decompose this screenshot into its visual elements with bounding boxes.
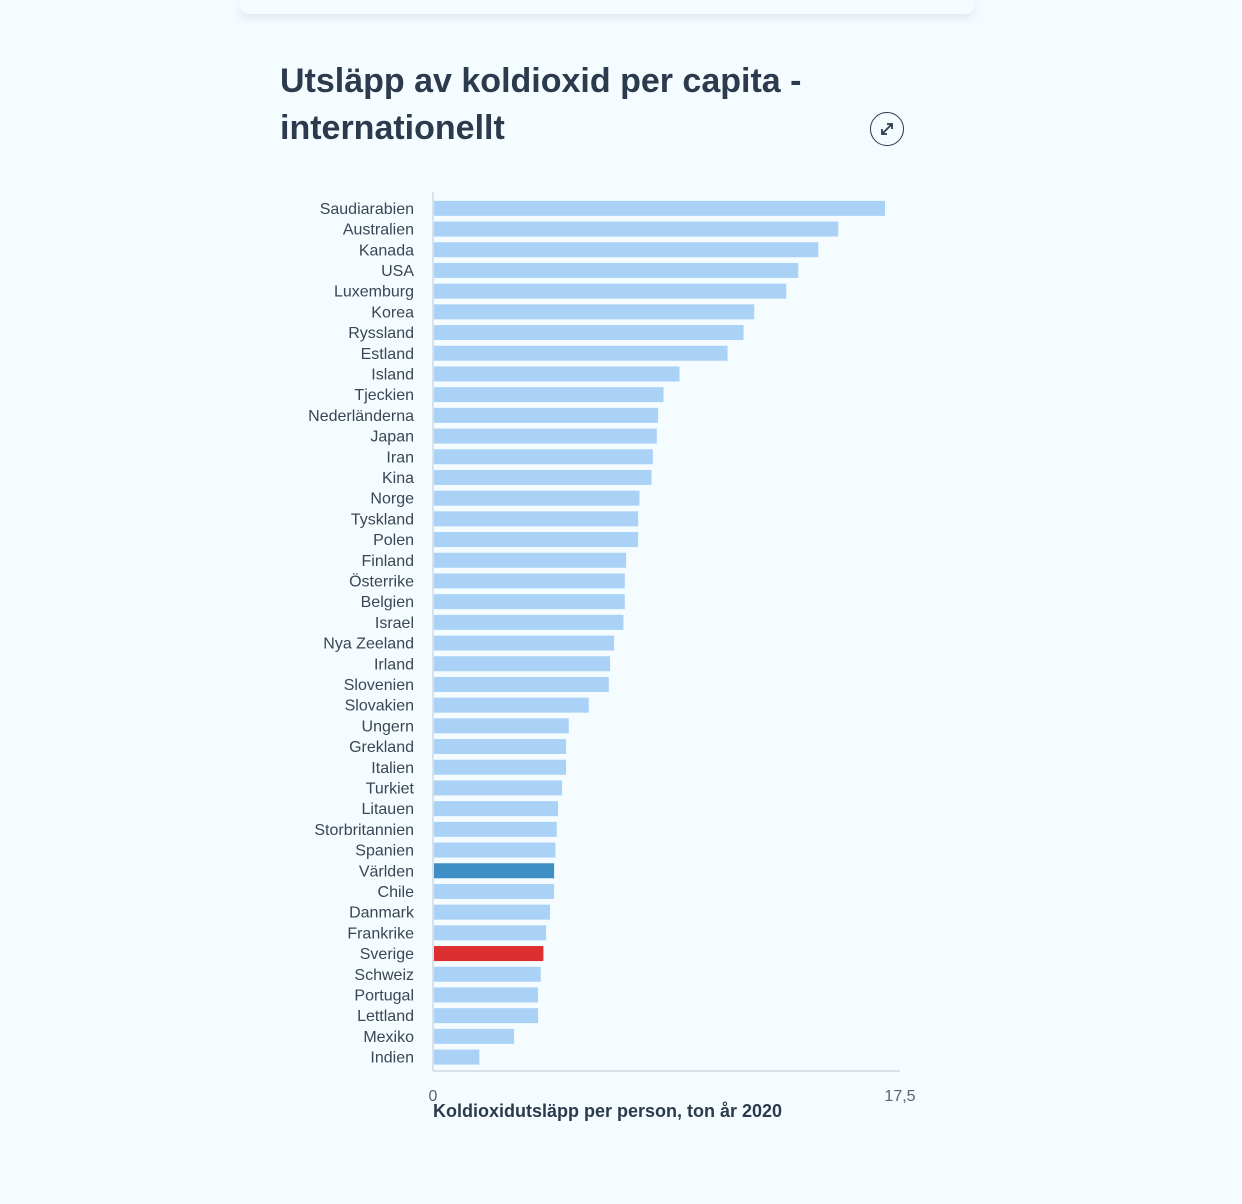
bar-polen [434, 532, 639, 548]
bar-portugal [434, 987, 539, 1003]
bar-usa [434, 262, 799, 278]
bar-italien [434, 759, 567, 775]
category-label-kanada: Kanada [359, 242, 414, 259]
bar-frankrike [434, 925, 547, 941]
bar-ryssland [434, 325, 744, 341]
x-tick-label-min: 0 [429, 1088, 438, 1105]
bar-irland [434, 656, 611, 672]
category-label-frankrike: Frankrike [347, 925, 414, 942]
bar-lettland [434, 1008, 539, 1024]
category-label-israel: Israel [375, 615, 414, 632]
chart-title: Utsläpp av koldioxid per capita - intern… [280, 62, 802, 147]
category-label-ungern: Ungern [362, 718, 414, 735]
category-label-osterrike: Österrike [349, 572, 414, 590]
bar-australien [434, 221, 839, 237]
category-label-estland: Estland [361, 346, 414, 363]
category-label-storbritannien: Storbritannien [314, 822, 414, 839]
bar-chile [434, 883, 555, 899]
category-label-varlden: Världen [359, 863, 414, 880]
bar-iran [434, 449, 653, 465]
category-label-grekland: Grekland [349, 739, 414, 756]
category-label-kina: Kina [382, 470, 414, 487]
bar-turkiet [434, 780, 563, 796]
category-label-slovakien: Slovakien [345, 698, 414, 715]
expand-arrows-icon [881, 123, 893, 135]
bar-litauen [434, 801, 559, 817]
bar-nederlanderna [434, 407, 659, 423]
category-label-usa: USA [381, 263, 414, 280]
category-label-tyskland: Tyskland [351, 511, 414, 528]
category-label-polen: Polen [373, 532, 414, 549]
category-label-belgien: Belgien [361, 594, 414, 611]
category-label-slovenien: Slovenien [344, 677, 414, 694]
bar-korea [434, 304, 755, 320]
category-label-danmark: Danmark [349, 905, 415, 922]
bar-sverige [434, 946, 544, 962]
category-label-mexiko: Mexiko [363, 1029, 414, 1046]
card-top-edge [240, 0, 975, 14]
category-label-nederlanderna: Nederländerna [308, 408, 414, 425]
bar-nya-zeeland [434, 635, 615, 651]
x-tick-label-max: 17,5 [884, 1088, 915, 1105]
bar-slovakien [434, 697, 589, 713]
category-label-australien: Australien [343, 222, 414, 239]
category-label-iran: Iran [386, 449, 414, 466]
category-label-chile: Chile [378, 884, 415, 901]
bar-ungern [434, 718, 569, 734]
bar-norge [434, 490, 640, 506]
bar-indien [434, 1049, 480, 1065]
category-label-saudiarabien: Saudiarabien [320, 201, 414, 218]
bar-israel [434, 614, 624, 630]
category-label-indien: Indien [370, 1050, 414, 1067]
category-label-ryssland: Ryssland [348, 325, 414, 342]
category-label-korea: Korea [371, 304, 414, 321]
bar-luxemburg [434, 283, 787, 299]
category-label-schweiz: Schweiz [354, 967, 414, 984]
bar-osterrike [434, 573, 625, 589]
bar-kina [434, 469, 652, 485]
x-axis-title: Koldioxidutsläpp per person, ton år 2020 [433, 1101, 783, 1121]
bar-varlden [434, 863, 555, 879]
category-label-italien: Italien [371, 760, 414, 777]
bar-storbritannien [434, 821, 557, 837]
category-label-island: Island [371, 366, 414, 383]
bar-japan [434, 428, 657, 444]
category-label-norge: Norge [370, 491, 414, 508]
bar-finland [434, 552, 627, 568]
bar-schweiz [434, 966, 541, 982]
bar-estland [434, 345, 728, 361]
bar-slovenien [434, 676, 609, 692]
category-label-irland: Irland [374, 656, 414, 673]
bar-tjeckien [434, 387, 664, 403]
category-label-spanien: Spanien [355, 843, 414, 860]
expand-button[interactable] [870, 112, 904, 146]
category-label-lettland: Lettland [357, 1008, 414, 1025]
category-label-finland: Finland [362, 553, 414, 570]
bar-grekland [434, 739, 567, 755]
bar-mexiko [434, 1028, 515, 1044]
bar-tyskland [434, 511, 639, 527]
category-label-luxemburg: Luxemburg [334, 284, 414, 301]
bar-belgien [434, 594, 625, 610]
bar-danmark [434, 904, 551, 920]
bar-spanien [434, 842, 556, 858]
category-label-litauen: Litauen [362, 801, 415, 818]
category-label-sverige: Sverige [360, 946, 414, 963]
bar-kanada [434, 242, 819, 258]
category-label-turkiet: Turkiet [366, 780, 415, 797]
category-label-japan: Japan [370, 429, 414, 446]
bar-island [434, 366, 680, 382]
category-label-nya-zeeland: Nya Zeeland [323, 636, 414, 653]
category-label-tjeckien: Tjeckien [354, 387, 414, 404]
category-label-portugal: Portugal [354, 987, 414, 1004]
bar-saudiarabien [434, 200, 885, 216]
